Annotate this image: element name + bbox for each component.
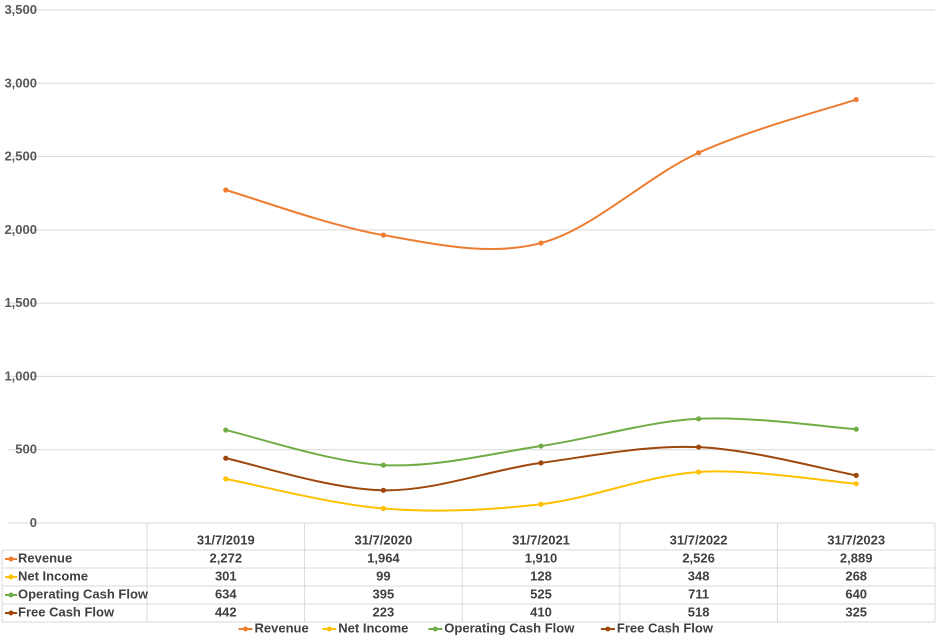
data-point-net-income bbox=[223, 476, 229, 482]
legend-key bbox=[605, 626, 611, 632]
table-cell: 2,526 bbox=[682, 550, 715, 565]
y-tick-label: 2,000 bbox=[4, 222, 37, 237]
table-cell: 2,889 bbox=[840, 550, 873, 565]
data-point-free-cash-flow bbox=[380, 487, 386, 493]
data-point-revenue bbox=[696, 150, 702, 156]
table-cell: 525 bbox=[530, 586, 552, 601]
table-row-label: Operating Cash Flow bbox=[18, 586, 149, 601]
table-cell: 348 bbox=[688, 568, 710, 583]
table-row-label: Free Cash Flow bbox=[18, 604, 115, 619]
data-point-net-income bbox=[853, 481, 859, 487]
data-point-operating-cash-flow bbox=[223, 427, 229, 433]
table-cell: 640 bbox=[845, 586, 867, 601]
gridlines bbox=[8, 9, 935, 524]
table-row-label: Net Income bbox=[18, 568, 88, 583]
y-tick-label: 3,500 bbox=[4, 2, 37, 17]
x-category-label: 31/7/2020 bbox=[354, 532, 412, 547]
data-point-operating-cash-flow bbox=[853, 426, 859, 432]
legend-item-net-income: Net Income bbox=[322, 620, 408, 635]
table-cell: 325 bbox=[845, 604, 867, 619]
table-row-label: Revenue bbox=[18, 550, 72, 565]
table-cell: 268 bbox=[845, 568, 867, 583]
legend-item-free-cash-flow: Free Cash Flow bbox=[600, 620, 714, 635]
table-cell: 1,964 bbox=[367, 550, 400, 565]
table-legend-key bbox=[8, 610, 14, 616]
y-tick-label: 0 bbox=[30, 515, 37, 530]
data-point-free-cash-flow bbox=[538, 460, 544, 466]
table-cell: 2,272 bbox=[210, 550, 243, 565]
series-line-free-cash-flow bbox=[225, 445, 857, 492]
data-point-net-income bbox=[696, 469, 702, 475]
data-point-net-income bbox=[538, 501, 544, 507]
y-tick-label: 1,500 bbox=[4, 295, 37, 310]
data-point-operating-cash-flow bbox=[538, 443, 544, 449]
series-line-revenue bbox=[225, 98, 857, 251]
table-legend-key bbox=[8, 556, 14, 562]
table-cell: 442 bbox=[215, 604, 237, 619]
table-legend-key bbox=[8, 592, 14, 598]
table-cell: 301 bbox=[215, 568, 237, 583]
legend-key bbox=[432, 626, 438, 632]
legend-item-operating-cash-flow: Operating Cash Flow bbox=[428, 620, 575, 635]
x-category-label: 31/7/2022 bbox=[670, 532, 728, 547]
legend-item-revenue: Revenue bbox=[238, 620, 309, 635]
legend-label: Net Income bbox=[338, 620, 408, 635]
y-tick-label: 2,500 bbox=[4, 149, 37, 164]
legend-label: Operating Cash Flow bbox=[444, 620, 575, 635]
table-cell: 634 bbox=[215, 586, 237, 601]
y-tick-label: 500 bbox=[15, 442, 37, 457]
table-cell: 410 bbox=[530, 604, 552, 619]
table-cell: 128 bbox=[530, 568, 552, 583]
data-point-operating-cash-flow bbox=[380, 462, 386, 468]
data-point-revenue bbox=[853, 96, 859, 103]
data-point-revenue bbox=[380, 232, 386, 238]
table-legend-key bbox=[8, 574, 14, 580]
table-cell: 99 bbox=[376, 568, 390, 583]
table-cell: 395 bbox=[373, 586, 395, 601]
x-category-label: 31/7/2021 bbox=[512, 532, 570, 547]
data-table: 31/7/2019 31/7/2020 31/7/2021 31/7/2022 31/7… bbox=[1, 522, 936, 623]
table-cell: 711 bbox=[688, 586, 709, 601]
data-point-net-income bbox=[380, 505, 386, 512]
data-point-revenue bbox=[223, 187, 229, 193]
y-tick-label: 1,000 bbox=[4, 368, 37, 383]
legend-key bbox=[326, 626, 332, 632]
data-point-free-cash-flow bbox=[696, 444, 702, 450]
legend-label: Free Cash Flow bbox=[617, 620, 714, 635]
table-cell: 223 bbox=[373, 604, 395, 619]
table-cell: 518 bbox=[688, 604, 710, 619]
y-tick-label: 3,000 bbox=[4, 75, 37, 90]
legend-key bbox=[243, 626, 248, 632]
series-line-operating-cash-flow bbox=[225, 417, 857, 467]
series-lines bbox=[223, 96, 859, 512]
data-point-revenue bbox=[538, 240, 544, 246]
legend-label: Revenue bbox=[255, 620, 309, 635]
data-point-free-cash-flow bbox=[853, 472, 859, 478]
x-category-label: 31/7/2023 bbox=[827, 532, 885, 547]
legend: Revenue Net Income Operating Cash Flow Free… bbox=[238, 620, 714, 635]
x-category-label: 31/7/2019 bbox=[197, 532, 255, 547]
y-axis: 0 500 1,000 1,500 2,000 2,500 3,000 3,500 bbox=[4, 2, 37, 530]
data-point-operating-cash-flow bbox=[696, 416, 702, 422]
data-point-free-cash-flow bbox=[223, 455, 229, 461]
table-cell: 1,910 bbox=[525, 550, 558, 565]
